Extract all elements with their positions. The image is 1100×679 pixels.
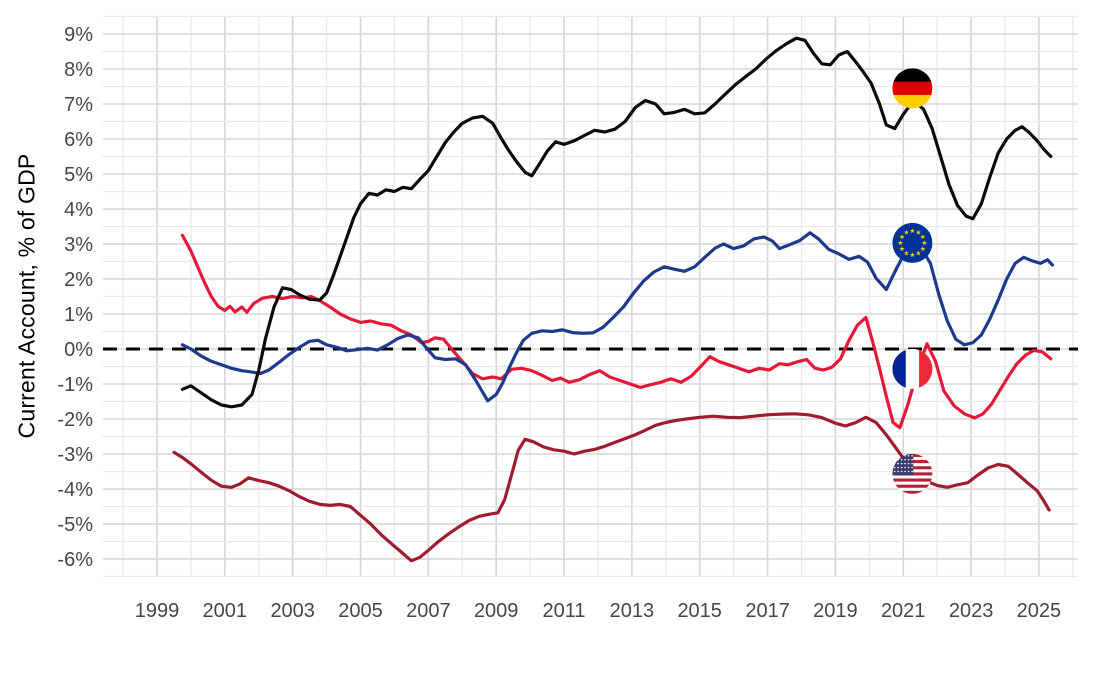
- x-tick-label: 2007: [406, 600, 451, 622]
- germany-flag-icon: [892, 68, 933, 109]
- x-tick-label: 2009: [474, 600, 519, 622]
- y-tick-label: 9%: [64, 24, 93, 46]
- y-tick-label: 6%: [64, 129, 93, 151]
- usa-flag-icon: [892, 453, 933, 494]
- gridlines: [103, 15, 1078, 578]
- y-tick-label: 0%: [64, 339, 93, 361]
- x-tick-label: 2005: [338, 600, 383, 622]
- y-tick-label: -4%: [57, 479, 93, 501]
- y-tick-label: 7%: [64, 94, 93, 116]
- y-tick-label: -3%: [57, 444, 93, 466]
- x-tick-label: 2011: [542, 600, 585, 622]
- y-tick-label: -6%: [57, 549, 93, 571]
- x-tick-label: 2021: [881, 600, 926, 622]
- y-tick-label: 4%: [64, 199, 93, 221]
- x-tick-label: 1999: [135, 600, 180, 622]
- x-axis-tick-labels: 1999 2001 2003 2005 2007 2009 2011 2013 2015 2017…: [135, 600, 1061, 622]
- y-tick-label: 2%: [64, 269, 93, 291]
- y-tick-label: 3%: [64, 234, 93, 256]
- x-tick-label: 2025: [1017, 600, 1062, 622]
- x-tick-label: 2013: [610, 600, 655, 622]
- france-flag-icon: [892, 348, 933, 389]
- y-tick-label: 1%: [64, 304, 93, 326]
- x-tick-label: 2019: [813, 600, 858, 622]
- y-tick-label: 8%: [64, 59, 93, 81]
- y-axis-tick-labels: 9% 8% 7% 6% 5% 4% 3% 2% 1% 0% -1% -2% -3% -4% -5% -6%: [57, 24, 93, 571]
- y-tick-label: -5%: [57, 514, 93, 536]
- x-tick-label: 2003: [270, 600, 315, 622]
- x-tick-label: 2017: [745, 600, 790, 622]
- eu-flag-icon: [892, 222, 933, 263]
- y-tick-label: 5%: [64, 164, 93, 186]
- y-tick-label: -2%: [57, 409, 93, 431]
- x-tick-label: 2015: [677, 600, 722, 622]
- y-tick-label: -1%: [57, 374, 93, 396]
- y-axis-title: Current Account, % of GDP: [13, 153, 40, 439]
- x-tick-label: 2001: [203, 600, 248, 622]
- x-tick-label: 2023: [949, 600, 994, 622]
